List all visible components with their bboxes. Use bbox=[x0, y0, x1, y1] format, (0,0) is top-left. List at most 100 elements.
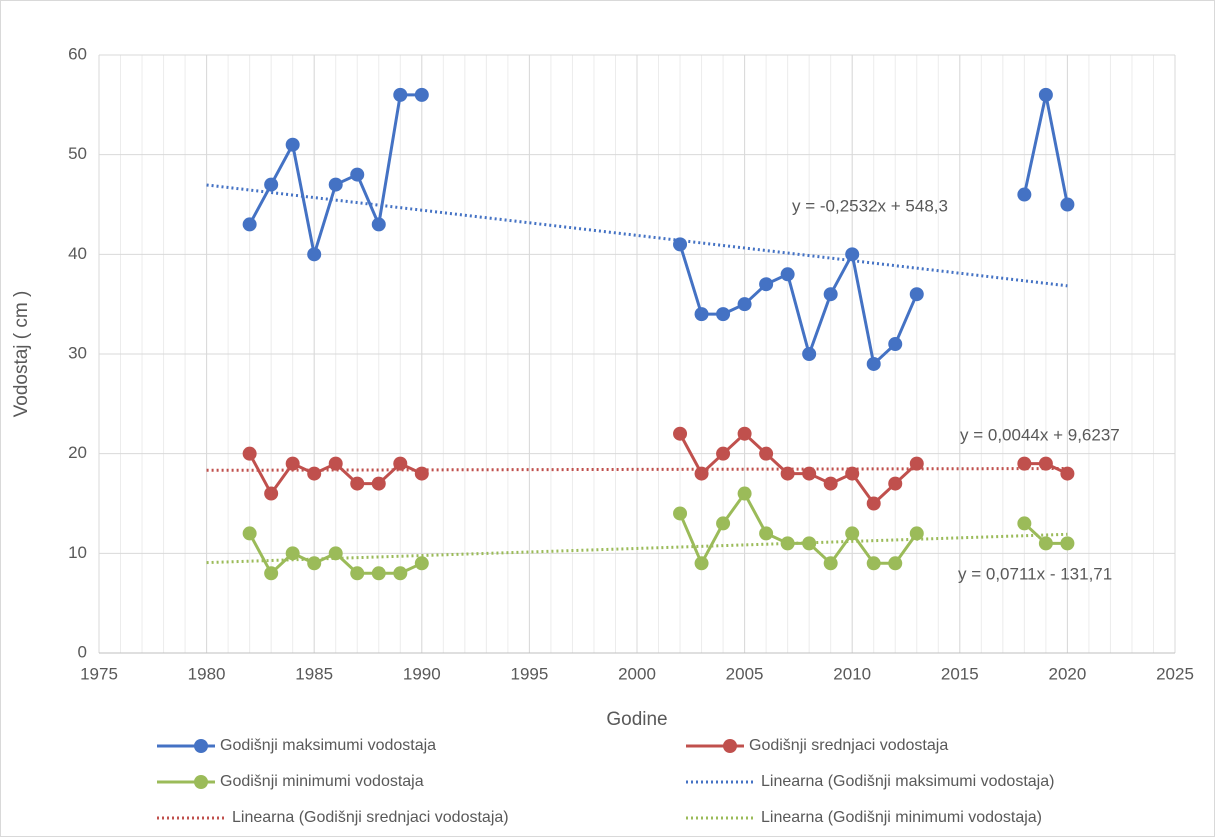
point bbox=[371, 476, 386, 491]
point bbox=[845, 466, 860, 481]
point bbox=[866, 496, 881, 511]
point bbox=[1017, 187, 1032, 202]
point bbox=[823, 476, 838, 491]
legend-marker bbox=[194, 775, 208, 789]
point bbox=[780, 466, 795, 481]
point bbox=[307, 466, 322, 481]
x-tick-label: 1995 bbox=[510, 664, 548, 683]
point bbox=[307, 247, 322, 262]
point bbox=[371, 217, 386, 232]
point bbox=[694, 307, 709, 322]
point bbox=[759, 526, 774, 541]
point bbox=[328, 546, 343, 561]
y-tick-label: 20 bbox=[68, 443, 87, 462]
trend-equation: y = 0,0711x - 131,71 bbox=[958, 564, 1112, 583]
point bbox=[1017, 456, 1032, 471]
point bbox=[285, 546, 300, 561]
x-tick-label: 2005 bbox=[726, 664, 764, 683]
x-tick-label: 1975 bbox=[80, 664, 118, 683]
point bbox=[371, 566, 386, 581]
point bbox=[673, 426, 688, 441]
x-tick-label: 1990 bbox=[403, 664, 441, 683]
legend-marker bbox=[194, 739, 208, 753]
point bbox=[845, 247, 860, 262]
x-tick-label: 2025 bbox=[1156, 664, 1194, 683]
point bbox=[716, 446, 731, 461]
point bbox=[350, 167, 365, 182]
y-tick-label: 50 bbox=[68, 144, 87, 163]
trend-equation: y = -0,2532x + 548,3 bbox=[792, 196, 948, 215]
trend-equation: y = 0,0044x + 9,6237 bbox=[960, 425, 1120, 444]
point bbox=[414, 556, 429, 571]
point bbox=[414, 87, 429, 102]
legend-label: Linearna (Godišnji maksimumi vodostaja) bbox=[761, 773, 1054, 790]
legend-label: Godišnji maksimumi vodostaja bbox=[220, 737, 436, 754]
point bbox=[716, 307, 731, 322]
point bbox=[866, 556, 881, 571]
y-tick-label: 0 bbox=[78, 642, 87, 661]
x-tick-label: 2020 bbox=[1048, 664, 1086, 683]
point bbox=[264, 566, 279, 581]
legend-label: Godišnji srednjaci vodostaja bbox=[749, 737, 948, 754]
x-tick-label: 2000 bbox=[618, 664, 656, 683]
trendline bbox=[206, 532, 1068, 565]
x-tick-label: 2015 bbox=[941, 664, 979, 683]
point bbox=[780, 267, 795, 282]
point bbox=[823, 556, 838, 571]
point bbox=[393, 456, 408, 471]
point bbox=[1060, 197, 1075, 212]
x-tick-label: 1985 bbox=[295, 664, 333, 683]
point bbox=[350, 566, 365, 581]
legend-label: Godišnji minimumi vodostaja bbox=[220, 773, 424, 790]
y-tick-label: 30 bbox=[68, 343, 87, 362]
y-axis-title: Vodostaj ( cm ) bbox=[11, 291, 32, 418]
point bbox=[307, 556, 322, 571]
point bbox=[716, 516, 731, 531]
point bbox=[780, 536, 795, 551]
point bbox=[802, 466, 817, 481]
y-tick-label: 60 bbox=[68, 44, 87, 63]
point bbox=[1038, 456, 1053, 471]
point bbox=[285, 137, 300, 152]
point bbox=[737, 297, 752, 312]
legend-label: Linearna (Godišnji minimumi vodostaja) bbox=[761, 809, 1042, 826]
point bbox=[909, 287, 924, 302]
point bbox=[909, 526, 924, 541]
point bbox=[759, 277, 774, 292]
point bbox=[328, 177, 343, 192]
point bbox=[737, 426, 752, 441]
point bbox=[737, 486, 752, 501]
point bbox=[350, 476, 365, 491]
point bbox=[673, 237, 688, 252]
point bbox=[264, 177, 279, 192]
point bbox=[888, 476, 903, 491]
point bbox=[1017, 516, 1032, 531]
point bbox=[1038, 536, 1053, 551]
point bbox=[888, 337, 903, 352]
point bbox=[264, 486, 279, 501]
point bbox=[802, 536, 817, 551]
trendline bbox=[206, 467, 1068, 472]
point bbox=[866, 356, 881, 371]
point bbox=[242, 526, 257, 541]
x-tick-label: 1980 bbox=[188, 664, 226, 683]
point bbox=[393, 87, 408, 102]
point bbox=[888, 556, 903, 571]
x-axis-title: Godine bbox=[606, 709, 667, 730]
point bbox=[242, 446, 257, 461]
y-tick-label: 40 bbox=[68, 244, 87, 263]
legend-marker bbox=[723, 739, 737, 753]
point bbox=[1060, 466, 1075, 481]
x-tick-label: 2010 bbox=[833, 664, 871, 683]
point bbox=[823, 287, 838, 302]
point bbox=[414, 466, 429, 481]
y-tick-label: 10 bbox=[68, 543, 87, 562]
point bbox=[694, 466, 709, 481]
point bbox=[1038, 87, 1053, 102]
point bbox=[802, 347, 817, 361]
point bbox=[673, 506, 688, 521]
point bbox=[909, 456, 924, 471]
